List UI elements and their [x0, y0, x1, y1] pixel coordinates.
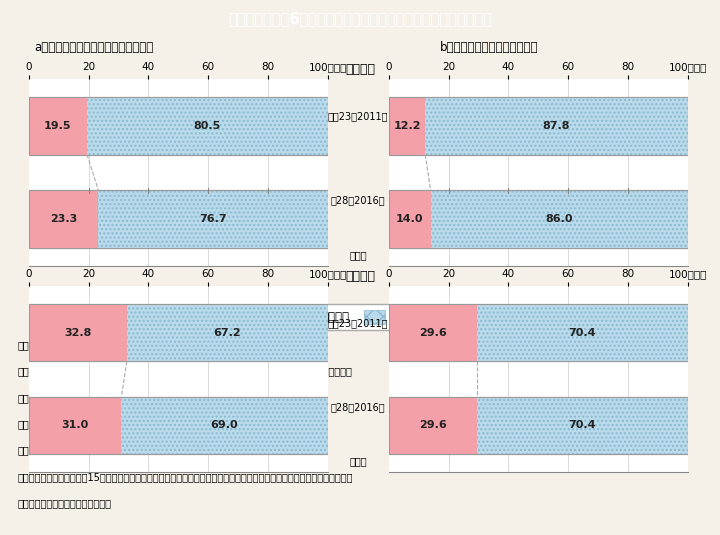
Text: 76.7: 76.7 [199, 214, 227, 224]
Bar [389, 190, 688, 248]
Text: 70.4: 70.4 [569, 421, 596, 431]
Bar [477, 304, 688, 362]
Text: 14.0: 14.0 [396, 214, 423, 224]
Bar [87, 97, 328, 155]
Bar [389, 97, 426, 155]
Text: 86.0: 86.0 [545, 214, 573, 224]
Bar [389, 396, 688, 454]
Bar [389, 97, 688, 155]
Bar [389, 97, 688, 155]
Bar [389, 396, 688, 454]
Text: a．妻・夫共に有業（共差き）の世帯: a．妻・夫共に有業（共差き）の世帯 [34, 41, 153, 54]
Bar [389, 304, 477, 362]
Bar [29, 97, 328, 155]
Bar [122, 396, 328, 454]
Bar [29, 304, 328, 362]
Bar [29, 304, 127, 362]
Bar [29, 97, 328, 155]
Bar [29, 304, 328, 362]
Text: 29.6: 29.6 [419, 421, 447, 431]
Bar [389, 190, 688, 248]
Text: 80.5: 80.5 [194, 121, 221, 131]
Text: ＜育児＞: ＜育児＞ [345, 270, 375, 283]
Text: ※行動者率……該当する種類の行動をした人の割合（％）: ※行動者率……該当する種類の行動をした人の割合（％） [18, 419, 216, 429]
Text: ３．本調査では，15分単位で行動を報告することとなっているため，短時間の行動は報告されない可能性があること: ３．本調査では，15分単位で行動を報告することとなっているため，短時間の行動は報… [18, 472, 354, 482]
Text: 69.0: 69.0 [211, 421, 238, 431]
Text: （備考）１．総務省「社会生活基本調査」より作成。: （備考）１．総務省「社会生活基本調査」より作成。 [18, 340, 159, 350]
Text: Ｉ－特－９図　6歳未満の子供を持つ夫の家事・育児関連行動者率: Ｉ－特－９図 6歳未満の子供を持つ夫の家事・育児関連行動者率 [228, 11, 492, 26]
Bar [99, 190, 328, 248]
Text: 平成23（2011）: 平成23（2011） [328, 111, 389, 121]
Text: 平28（2016）: 平28（2016） [331, 402, 385, 412]
Text: 平均）。: 平均）。 [18, 393, 76, 403]
Bar [389, 304, 688, 362]
Bar [431, 190, 688, 248]
Bar [29, 190, 328, 248]
Bar [389, 190, 431, 248]
Bar [389, 304, 688, 362]
Bar [29, 190, 328, 248]
Text: b．夫が有業で妻が無業の世帯: b．夫が有業で妻が無業の世帯 [441, 41, 539, 54]
Bar [29, 396, 328, 454]
Text: 平28（2016）: 平28（2016） [331, 196, 385, 205]
Bar [29, 97, 87, 155]
Bar [127, 304, 328, 362]
Legend: 行動者率, 非行動者率: 行動者率, 非行動者率 [285, 304, 435, 330]
Text: 平成23（2011）: 平成23（2011） [328, 318, 389, 328]
Text: （年）: （年） [349, 250, 367, 259]
Text: 12.2: 12.2 [393, 121, 420, 131]
Bar [29, 396, 122, 454]
Bar [426, 97, 688, 155]
Text: （年）: （年） [349, 456, 367, 466]
Text: 67.2: 67.2 [213, 327, 241, 338]
Text: 29.6: 29.6 [419, 327, 447, 338]
Bar [29, 190, 99, 248]
Text: 87.8: 87.8 [543, 121, 570, 131]
Text: 32.8: 32.8 [64, 327, 91, 338]
Text: ２．「夫婦と子供の世帯」における６歳未満の子供を持つ夫の１日当たりの「家事」及び「育児」の行動者率（週全体: ２．「夫婦と子供の世帯」における６歳未満の子供を持つ夫の１日当たりの「家事」及び… [18, 366, 353, 376]
Text: 23.3: 23.3 [50, 214, 77, 224]
Text: 19.5: 19.5 [44, 121, 72, 131]
Bar [29, 396, 328, 454]
Text: 31.0: 31.0 [61, 421, 89, 431]
Text: ※非行動者率……100％－行動者率: ※非行動者率……100％－行動者率 [18, 446, 163, 455]
Text: ＜家事＞: ＜家事＞ [345, 63, 375, 76]
Text: に留意が必要である。: に留意が必要である。 [18, 498, 112, 508]
Bar [389, 396, 477, 454]
Bar [477, 396, 688, 454]
Text: 70.4: 70.4 [569, 327, 596, 338]
